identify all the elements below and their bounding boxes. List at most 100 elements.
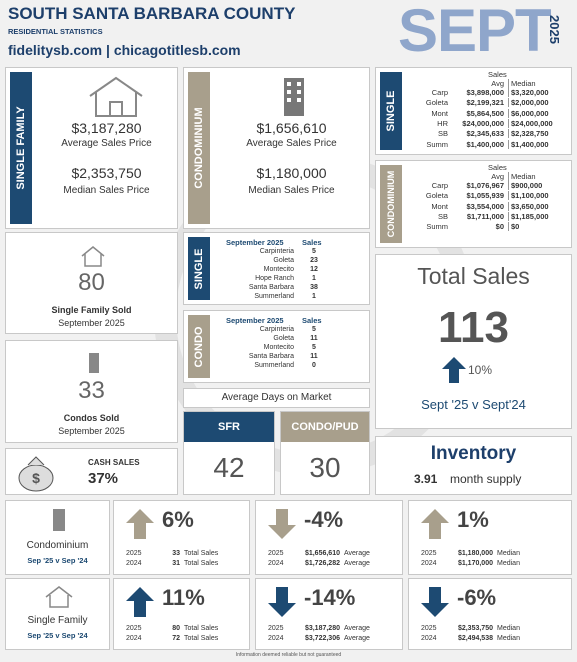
year: 2024	[126, 560, 142, 567]
condos-sold: 33 Condos Sold September 2025	[5, 340, 178, 443]
sales: 11	[310, 335, 318, 342]
header-date: September 2025	[226, 316, 284, 325]
value: $1,726,282	[304, 560, 340, 567]
median: $900,000	[508, 181, 542, 190]
inventory: Inventory 3.91 month supply	[375, 436, 572, 495]
sales: 5	[312, 248, 316, 255]
svg-text:$: $	[32, 470, 40, 486]
median: $0	[508, 222, 519, 232]
building-icon	[53, 509, 65, 531]
label-bar: SINGLE FAMILY	[10, 72, 32, 224]
comparison-card: -14% 2025 $3,187,280 Average 2024 $3,722,306 A…	[255, 578, 403, 650]
single-prices: SINGLE Sales Avg Median Carp $3,898,000 $3,320…	[375, 67, 572, 155]
single-sales-by-area: SINGLE September 2025 Sales Carpinteria 5 Gol…	[183, 232, 370, 305]
footer: Information deemed reliable but not guar…	[235, 652, 342, 658]
median: $3,320,000	[508, 88, 549, 97]
avg: $24,000,000	[462, 118, 504, 128]
label: Single Family Sold	[51, 305, 132, 315]
col-avg: Avg	[491, 79, 504, 88]
sales: 0	[312, 362, 316, 369]
year: 2025	[126, 550, 142, 557]
median: $2,328,750	[508, 129, 549, 139]
arrow-down	[268, 509, 296, 539]
change: -6%	[457, 585, 497, 610]
header-sales: Sales	[302, 316, 322, 325]
area: Goleta	[425, 191, 448, 201]
sf-sold: 80 Single Family Sold September 2025	[5, 232, 178, 334]
date: September 2025	[58, 318, 125, 328]
avg: $3,187,280	[71, 120, 142, 136]
area: Santa Barbara	[248, 353, 294, 360]
avg-label: Average Sales Price	[246, 138, 337, 149]
area: HR	[437, 118, 448, 128]
count: 80	[78, 269, 105, 296]
median: $1,180,000	[256, 165, 327, 181]
metric: Total Sales	[184, 625, 219, 632]
metric: Average	[344, 625, 370, 632]
change: -4%	[304, 507, 344, 532]
sales: 5	[312, 326, 316, 333]
avg-label: Average Sales Price	[61, 138, 152, 149]
value: $1,656,610	[304, 550, 340, 557]
label: Condominium	[26, 540, 89, 551]
sales: 1	[312, 275, 316, 282]
comparison: Sept '25 v Sept'24	[421, 397, 526, 412]
value: $1,180,000	[457, 550, 493, 557]
comparison-card: -4% 2025 $1,656,610 Average 2024 $1,726,282 Av…	[255, 500, 403, 575]
year: 2025	[421, 550, 437, 557]
avg: $5,864,500	[466, 108, 504, 118]
avg: $3,898,000	[466, 88, 504, 97]
year: 2024	[421, 635, 437, 642]
building-icon	[284, 78, 304, 116]
value: $3,722,306	[304, 635, 340, 642]
cash-sales: $ CASH SALES 37%	[5, 448, 178, 495]
arrow-up	[126, 587, 154, 617]
area: Goleta	[273, 257, 294, 264]
label: CONDO	[193, 326, 205, 367]
avg: $1,076,967	[466, 181, 504, 190]
value: $3,187,280	[304, 625, 340, 632]
label-bar: SINGLE	[188, 237, 210, 300]
label-bar: CONDO	[188, 315, 210, 378]
label: CONDOMINIUM	[193, 107, 205, 189]
area: Summerland	[254, 293, 294, 300]
value: 30	[309, 452, 341, 483]
area: Mont	[431, 201, 448, 211]
header: Sales	[488, 70, 507, 79]
dom-sfr: SFR 42	[183, 411, 275, 495]
median-label: Median Sales Price	[248, 185, 335, 196]
metric: Total Sales	[184, 560, 219, 567]
value: 3.91	[414, 472, 438, 486]
metric: Average	[344, 550, 370, 557]
year: 2025	[126, 625, 142, 632]
median: $2,000,000	[508, 98, 549, 108]
building-icon	[89, 353, 99, 373]
total-sales: Total Sales 113 10% Sept '25 v Sept'24	[375, 254, 572, 429]
comparison-card: -6% 2025 $2,353,750 Median 2024 $2,494,538 Med…	[408, 578, 572, 650]
year: 2024	[268, 560, 284, 567]
condo-prices: CONDOMINIUM Sales Avg Median Carp $1,076,967 $…	[375, 160, 572, 248]
metric: Total Sales	[184, 550, 219, 557]
year: 2025	[268, 550, 284, 557]
value: 37%	[88, 470, 119, 487]
change: 1%	[457, 507, 489, 532]
condo-card: CONDOMINIUM $1,656,610 Average Sales Pri…	[183, 67, 370, 229]
label: CONDOMINIUM	[386, 170, 396, 238]
col-median: Median	[508, 79, 536, 88]
subtitle: RESIDENTIAL STATISTICS	[8, 27, 103, 36]
year: 2024	[268, 635, 284, 642]
avg: $3,554,000	[466, 201, 504, 211]
avg: $1,055,939	[466, 191, 504, 201]
area: Goleta	[273, 335, 294, 342]
label: SINGLE FAMILY	[15, 106, 27, 190]
metric: Total Sales	[184, 635, 219, 642]
value: 72	[172, 635, 180, 642]
area: SB	[437, 211, 448, 221]
title: Inventory	[430, 443, 517, 464]
header-date: September 2025	[226, 238, 284, 247]
sites: fidelitysb.com | chicagotitlesb.com	[8, 42, 241, 58]
avg: $0	[495, 222, 504, 232]
label-bar: SINGLE	[380, 72, 402, 150]
arrow-up	[442, 357, 466, 383]
